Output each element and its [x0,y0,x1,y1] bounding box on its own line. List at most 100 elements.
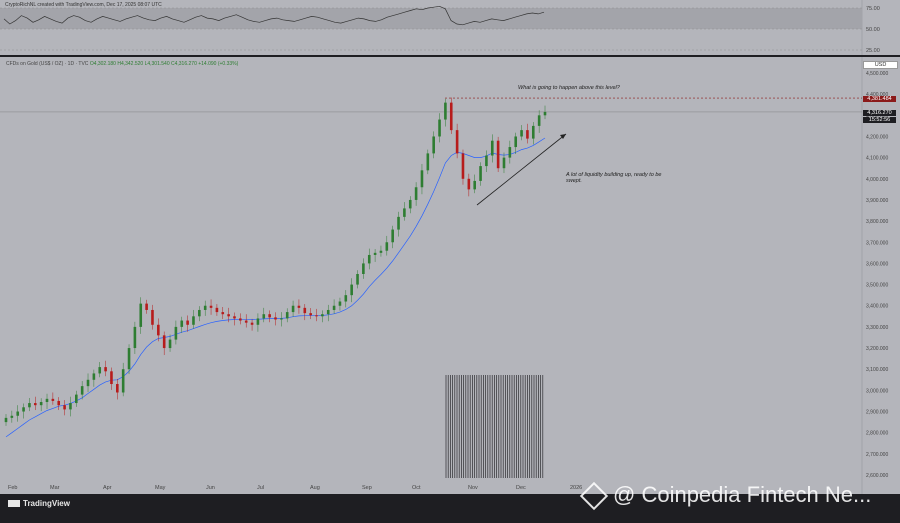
price-tick-label: 3,700.000 [866,240,888,246]
candle-body [408,199,412,209]
candle-body [16,411,20,416]
price-tick-label: 2,900.000 [866,410,888,416]
candle-body [203,305,207,310]
price-tick-label: 4,500.000 [866,71,888,77]
candle-body [233,316,236,319]
candle-body [473,180,476,190]
candle-body [285,312,289,319]
osc-band [0,8,862,29]
candle-body [444,102,447,120]
oscillator-line [3,5,545,26]
candle-body [326,309,330,315]
candle-body [321,314,324,317]
candle-body [438,119,441,137]
countdown-tag: 15:52:56 [863,117,896,123]
annotation-liquidity: A lot of liquidity building up, ready to… [566,172,662,184]
price-tick-label: 3,000.000 [866,388,888,394]
candle-body [485,155,488,167]
candle-body [543,111,547,116]
price-tick-label: 3,800.000 [866,219,888,225]
currency-badge[interactable]: USD [863,61,898,69]
candle-body [403,208,406,217]
candle-body [391,229,394,243]
x-tick-label: May [155,485,166,491]
candle-body [145,303,148,310]
x-tick-label: Jul [257,485,264,491]
candle-body [496,140,500,169]
candle-body [45,398,49,403]
x-tick-label: Feb [8,485,17,491]
candle-body [274,317,277,320]
candle-body [244,320,248,323]
ohlc-values: O4,302.180 H4,342.520 L4,301.540 C4,316.… [89,61,239,67]
x-tick-label: Nov [468,485,478,491]
candle-body [221,312,225,315]
candle-body [162,335,166,349]
candle-body [315,315,318,317]
candle-body [526,130,529,139]
price-tick-label: 4,200.000 [866,134,888,140]
axis-layer: 4,500.000 4,400.000 4,300.000 4,200.000 4,10… [8,71,888,491]
candle-body [338,301,342,306]
price-scale-pane [862,57,900,494]
tradingview-logo[interactable]: TradingView [8,499,70,508]
candle-body [262,314,266,319]
candle-body [239,318,242,321]
price-tick-label: 2,600.000 [866,473,888,479]
price-tick-label: 4,100.000 [866,156,888,162]
hatched-block [445,375,544,478]
price-tick-label: 4,400.000 [866,92,888,98]
coinpedia-watermark: @ Coinpedia Fintech Ne... [579,482,871,511]
symbol-line: CFDs on Gold (US$ / OZ) · 1D · TVC O4,30… [6,61,238,67]
candle-body [367,254,371,264]
price-tick-label: 3,200.000 [866,346,888,352]
candle-body [479,166,482,181]
candle-body [420,170,424,188]
candle-body [344,295,348,302]
candle-body [57,400,61,406]
candle-body [192,316,195,325]
price-pane [0,57,862,494]
candle-body [28,403,31,408]
candle-body [520,130,523,137]
current-price-tag: 4,316.270 [863,110,896,116]
candle-body [63,405,66,410]
candle-body [69,403,72,410]
candle-body [51,398,55,401]
candle-body [350,284,353,296]
candle-body [303,307,307,314]
candle-body [414,187,418,200]
trend-arrow [476,133,567,206]
candle-body [127,348,131,370]
candle-body [227,314,230,317]
candle-body [39,402,43,406]
candle-body [332,305,336,310]
candle-body [209,305,213,308]
candle-body [80,386,84,395]
symbol-name: CFDs on Gold (US$ / OZ) · 1D · TVC [6,61,89,67]
candle-body [280,318,283,320]
x-tick-label: Apr [103,485,112,491]
candle-body [385,242,389,251]
candle-body [426,153,430,171]
trend-arrow-head [560,134,566,139]
price-tick-label: 3,600.000 [866,261,888,267]
candle-body [449,102,453,131]
candle-body [168,339,172,349]
price-tick-label: 4,300.000 [866,113,888,119]
candle-body [356,274,359,285]
price-tick-label: 3,500.000 [866,283,888,289]
x-tick-label: Dec [516,485,526,491]
candle-body [121,369,125,393]
candle-body [133,326,137,349]
oscillator-scale-pane [862,0,900,55]
candle-body [268,314,271,318]
candle-body [22,407,25,412]
candle-body [116,384,119,393]
x-tick-label: Jun [206,485,215,491]
osc-tick-label: 75.00 [866,6,880,12]
x-tick-label: Mar [50,485,60,491]
x-tick-label: Sep [362,485,372,491]
